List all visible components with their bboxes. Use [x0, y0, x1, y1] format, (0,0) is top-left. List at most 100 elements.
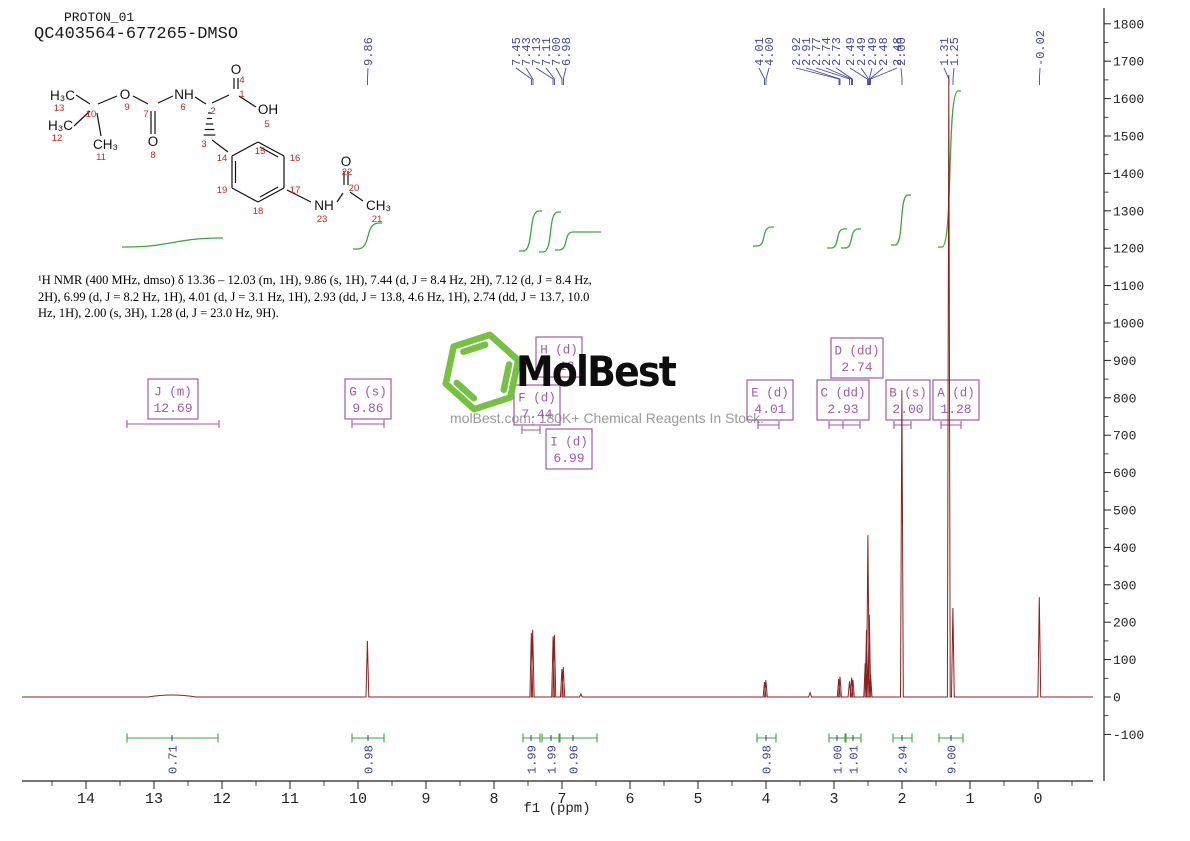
assignment-box [147, 378, 199, 420]
x-axis-title: f1 (ppm) [523, 801, 590, 817]
molbest-hexagon-logo-icon [442, 331, 522, 413]
structure-atom-number: 11 [96, 152, 106, 163]
assignment-label: A (d) [937, 387, 975, 401]
molbest-tagline: molBest.com, 180K+ Chemical Reagents In … [450, 410, 764, 426]
peak-labels: 9.86 7.457.437.137.117.006.98 4.014.00 2.92… [362, 30, 1048, 85]
y-tick-label: 400 [1113, 541, 1136, 556]
x-tick-label: 11 [281, 791, 299, 808]
y-tick-label: 300 [1113, 578, 1136, 593]
y-tick-label: 1300 [1113, 204, 1144, 219]
x-tick-label: 8 [489, 791, 498, 808]
peak-shift-label: 7.13 [530, 37, 544, 66]
y-tick-label: 600 [1113, 466, 1136, 481]
structure-atom-label: NH [314, 198, 334, 213]
structure-atom-label: O [120, 87, 131, 102]
structure-atom-number: 14 [217, 153, 228, 164]
structure-atom-label: CH₃ [93, 137, 118, 152]
y-tick-label: 1500 [1113, 130, 1144, 145]
structure-atom-label: O [341, 154, 352, 169]
structure-atom-label: H₃C [50, 88, 75, 103]
y-tick-label: 1800 [1113, 17, 1144, 32]
structure-atom-number: 23 [317, 214, 328, 225]
peak-shift-label: 2.49 [844, 37, 858, 66]
peak-shift-label: 1.31 [938, 37, 952, 66]
assignment-shift: 2.93 [827, 402, 858, 417]
integral-value: 1.00 [832, 745, 846, 774]
structure-atom-number: 12 [52, 133, 63, 144]
assignment-shift: 7.44 [521, 407, 552, 422]
assignment-box [344, 378, 392, 420]
integral-values: 0.71 0.98 1.99 1.99 0.96 0.98 1.00 1.01 2.94 9.00 [167, 745, 960, 774]
x-tick-label: 14 [77, 791, 95, 808]
y-tick-label: 900 [1113, 354, 1136, 369]
assignment-box [545, 428, 593, 470]
integral-value: 0.98 [363, 745, 377, 774]
integral-curve [891, 194, 911, 246]
structure-atom-number: 3 [201, 139, 206, 150]
y-tick-label: 1100 [1113, 279, 1144, 294]
x-tick-label: 3 [829, 791, 838, 808]
assignment-box [746, 379, 794, 421]
peak-shift-label: 2.49 [866, 37, 880, 66]
y-tick-label: 500 [1113, 504, 1136, 519]
y-tick-label: 100 [1113, 653, 1136, 668]
integral-curve [519, 210, 542, 252]
x-tick-label: 7 [557, 791, 566, 808]
assignment-box [816, 379, 870, 421]
assignment-label: F (d) [518, 392, 556, 406]
peak-shift-label: 7.45 [510, 37, 524, 66]
assignment-box [932, 379, 980, 421]
peak-shift-label: 7.11 [540, 37, 554, 66]
structure-atom-label: NH [174, 87, 194, 102]
y-tick-label: 1200 [1113, 242, 1144, 257]
peak-shift-label: 2.48 [891, 37, 905, 66]
nmr-assignment-text: ¹H NMR (400 MHz, dmso) δ 13.36 – 12.03 (… [38, 273, 592, 320]
assignment-box [885, 379, 931, 421]
structure-atom-number: 9 [124, 102, 129, 113]
structure-atom-label: H₃C [48, 118, 73, 133]
assignment-box [830, 337, 884, 379]
x-tick-label: 4 [761, 791, 770, 808]
y-tick-label: 1700 [1113, 55, 1144, 70]
assignment-shift: 7.12 [543, 359, 574, 374]
assignment-shift: 1.28 [940, 402, 971, 417]
assignment-label: D (dd) [834, 345, 879, 359]
assignment-label: I (d) [550, 436, 588, 450]
x-tick-label: 6 [625, 791, 634, 808]
structure-atom-number: 5 [264, 119, 269, 130]
assignment-shift: 9.86 [352, 401, 383, 416]
assignment-shift: 12.69 [153, 401, 192, 416]
x-tick-label: 13 [145, 791, 163, 808]
structure-atom-number: 18 [253, 206, 264, 217]
assignment-label: H (d) [540, 344, 578, 358]
integral-curve [827, 228, 847, 249]
structure-atom-number: 4 [239, 75, 244, 86]
peak-shift-label: 2.49 [855, 37, 869, 66]
structure-atom-number: 8 [150, 150, 155, 161]
integral-curve [841, 228, 861, 249]
structure-atom-number: 7 [143, 109, 148, 120]
structure-atom-label: O [231, 62, 242, 77]
x-tick-label: 0 [1033, 791, 1042, 808]
peak-shift-label: 2.73 [830, 37, 844, 66]
peak-shift-label: 2.48 [877, 37, 891, 66]
assignment-shift: 2.00 [892, 402, 923, 417]
integral-value: 9.00 [946, 745, 960, 774]
assignment-label: C (dd) [820, 387, 865, 401]
integral-curve [555, 231, 601, 251]
integral-value: 2.94 [897, 745, 911, 774]
integral-value: 1.99 [546, 745, 560, 774]
spectrum-trace [22, 74, 1093, 698]
y-tick-label: 1400 [1113, 167, 1144, 182]
integral-curves [122, 90, 961, 253]
assignment-label: B (s) [889, 387, 927, 401]
peak-shift-label: 4.00 [763, 37, 777, 66]
integral-curve [753, 226, 774, 247]
assignment-shift: 4.01 [754, 402, 785, 417]
integral-value: 0.98 [761, 745, 775, 774]
assignment-label: G (s) [349, 386, 387, 400]
x-tick-label: 2 [897, 791, 906, 808]
x-tick-label: 12 [213, 791, 231, 808]
